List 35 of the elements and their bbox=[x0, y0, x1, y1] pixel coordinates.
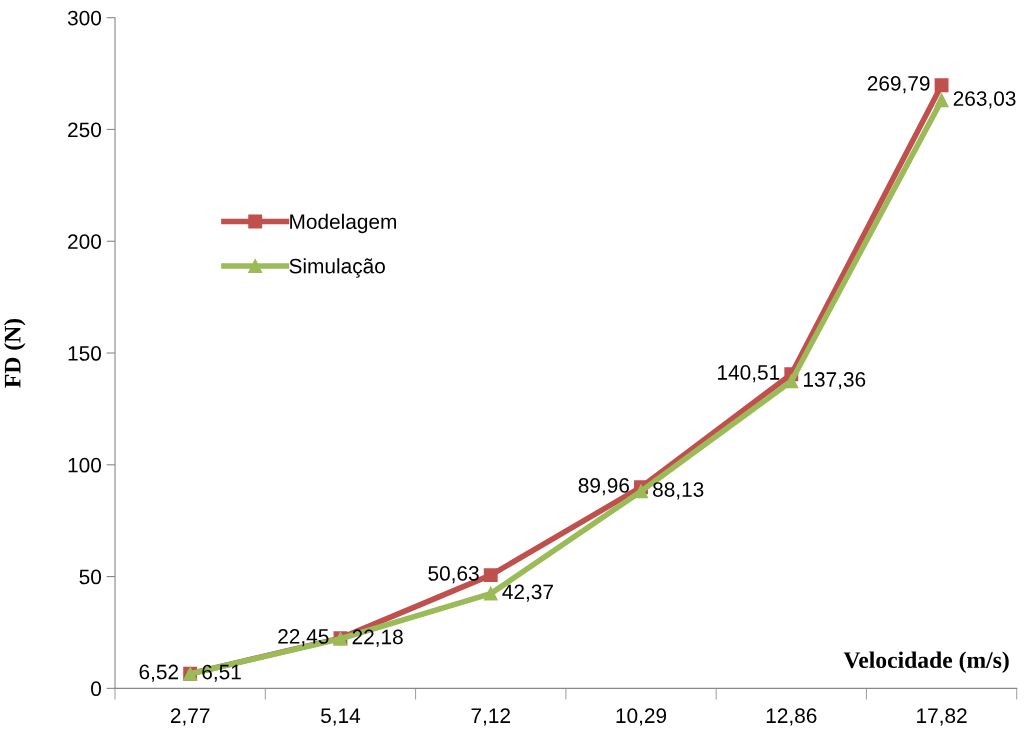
x-tick-label: 2,77 bbox=[170, 708, 210, 726]
x-tick-label: 17,82 bbox=[917, 708, 967, 726]
y-tick-label: 100 bbox=[68, 457, 102, 473]
data-label: 140,51 bbox=[718, 365, 780, 383]
data-label: 6,52 bbox=[139, 664, 179, 682]
y-tick-label: 0 bbox=[91, 681, 102, 697]
point bbox=[483, 568, 498, 583]
point bbox=[634, 484, 648, 499]
y-tick-label: 150 bbox=[68, 346, 102, 361]
data-label: 137,36 bbox=[804, 372, 866, 390]
data-label: 50,63 bbox=[428, 566, 479, 584]
data-label: 88,13 bbox=[653, 482, 704, 500]
data-label: 6,51 bbox=[202, 664, 241, 682]
point bbox=[784, 374, 799, 389]
y-tick-label: 200 bbox=[68, 234, 102, 249]
x-tick-label: 10,29 bbox=[616, 708, 667, 726]
x-axis-title: Velocidade (m/s) bbox=[843, 651, 1009, 673]
data-label: 42,37 bbox=[502, 584, 553, 602]
legend-label: Simulação bbox=[289, 258, 385, 278]
point bbox=[934, 78, 949, 93]
data-label: 22,45 bbox=[278, 629, 329, 647]
x-tick-label: 5,14 bbox=[321, 708, 361, 726]
point bbox=[934, 93, 949, 108]
data-label: 22,18 bbox=[352, 629, 403, 647]
point bbox=[483, 586, 498, 601]
y-tick-label: 250 bbox=[68, 122, 102, 138]
data-label: 89,96 bbox=[578, 478, 629, 496]
y-tick-label: 50 bbox=[79, 569, 102, 585]
x-tick-label: 12,86 bbox=[766, 708, 817, 726]
y-axis-title: FD (N) bbox=[3, 318, 26, 388]
data-label: 269,79 bbox=[867, 76, 930, 94]
x-tick-label: 7,12 bbox=[471, 708, 510, 726]
y-tick-label: 300 bbox=[67, 10, 102, 26]
legend-label: Modelagem bbox=[290, 213, 397, 234]
data-label: 263,03 bbox=[953, 91, 1016, 109]
